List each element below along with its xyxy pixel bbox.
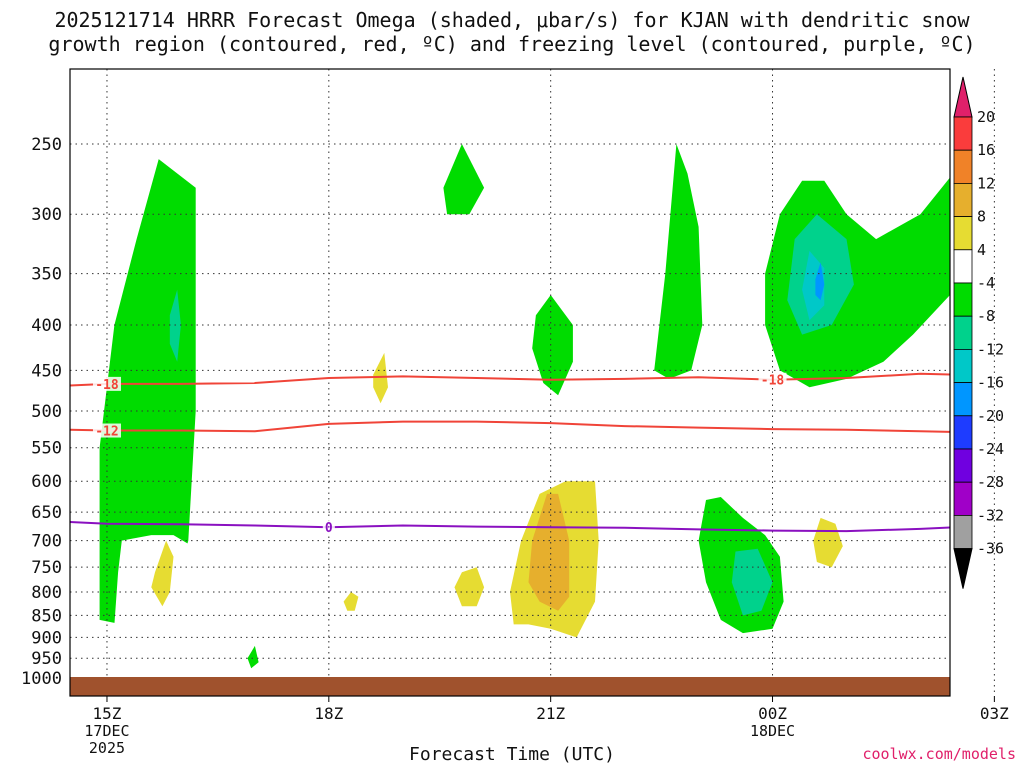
chart-title-line2: growth region (contoured, red, ºC) and f… [48,32,976,56]
chart-title-line1: 2025121714 HRRR Forecast Omega (shaded, … [54,8,970,32]
colorbar-label: -36 [977,540,1004,558]
x-tick-label: 03Z [980,704,1009,723]
contour-line-0 [70,372,950,387]
omega-region-r8 [373,352,388,404]
contour-label-bg [322,520,335,535]
y-tick-label: 400 [31,316,62,336]
y-tick-label: 850 [31,606,62,626]
x-tick-year: 2025 [89,739,125,757]
x-tick-date: 17DEC [84,722,129,740]
colorbar-label: 12 [977,174,995,192]
y-tick-label: 750 [31,558,62,578]
colorbar-label: -12 [977,340,1004,358]
colorbar-swatch [953,448,973,483]
omega-region-r20 [815,262,825,301]
contour-line-1 [70,420,950,433]
omega-region-r19 [802,250,825,321]
y-tick-label: 600 [31,472,62,492]
y-tick-label: 500 [31,402,62,422]
ground-below-surface [70,677,950,696]
y-tick-label: 300 [31,205,62,225]
colorbar-swatch [953,182,973,217]
colorbar-swatch [953,315,973,350]
colorbar-label: 16 [977,141,995,159]
colorbar-swatch [953,282,973,317]
omega-region-r16 [654,144,703,379]
contour-layer: -18-18-1200 [70,372,950,536]
x-tick-label: 15Z [93,704,122,723]
colorbar-swatch [953,348,973,383]
omega-shading-layer [99,103,1024,669]
omega-region-r13 [528,493,570,611]
omega-region-r5 [236,250,281,494]
colorbar-label: -32 [977,506,1004,524]
omega-region-r4 [151,540,174,607]
omega-region-r31 [987,572,1024,620]
contour-label: -12 [95,425,118,440]
colorbar-label: -16 [977,374,1004,392]
omega-region-r25 [731,548,773,616]
omega-region-r9 [443,144,485,215]
omega-region-r6 [247,645,259,669]
x-tick-date: 18DEC [750,722,795,740]
colorbar-label: 20 [977,108,995,126]
omega-region-r3 [114,535,196,657]
y-tick-label: 650 [31,503,62,523]
ground-layer [70,677,950,696]
y-tick-label: 350 [31,265,62,285]
colorbar-swatch [953,515,973,550]
x-axis-title: Forecast Time (UTC) [409,744,615,765]
colorbar-swatch [953,415,973,450]
colorbar-top-triangle [953,76,973,118]
x-tick-label: 18Z [314,704,343,723]
y-tick-label: 550 [31,439,62,459]
omega-region-r33 [1017,654,1024,668]
y-tick-label: 900 [31,628,62,648]
contour-label: 0 [325,521,333,536]
omega-region-r15 [343,592,359,611]
colorbar-swatch [953,382,973,417]
colorbar-swatch [953,116,973,151]
omega-region-r14 [454,567,485,607]
contour-label-bg [92,423,121,438]
y-tick-label: 800 [31,583,62,603]
colorbar-swatch [953,249,973,284]
plot-frame [69,68,951,697]
colorbar-swatch [953,216,973,251]
colorbar-label: -4 [977,274,995,292]
omega-region-r1 [99,159,196,625]
contour-line-2 [70,521,950,533]
x-tick-label: 00Z [758,704,787,723]
omega-region-r29 [983,325,1013,411]
colorbar-label: 8 [977,208,986,226]
y-tick-label: 1000 [21,669,62,689]
contour-label: -18 [95,378,119,393]
site-credit: coolwx.com/models [862,745,1016,763]
colorbar-swatch [953,481,973,516]
colorbar-bottom-triangle [953,548,973,589]
colorbar-label: 4 [977,241,986,259]
omega-region-r21 [1017,103,1024,220]
x-tick-label: 21Z [536,704,565,723]
y-tick-label: 450 [31,361,62,381]
y-tick-label: 700 [31,532,62,552]
y-tick-label: 250 [31,135,62,155]
axes-layer: 2503003504004505005506006507007508008509… [21,135,1009,757]
colorbar-label: -28 [977,473,1004,491]
colorbar-label: -24 [977,440,1004,458]
omega-region-r10 [532,295,573,396]
colorbar-label: -8 [977,307,995,325]
contour-label: -18 [761,374,785,389]
colorbar: 20 16 12 8 4 -4 -8 -12 -16 -20 -24 -28 -32 -36 [953,76,1004,589]
contour-label-bg [92,376,121,391]
y-tick-label: 950 [31,649,62,669]
contour-label-bg [758,372,787,387]
colorbar-swatch [953,149,973,184]
omega-region-r2 [169,289,181,362]
colorbar-label: -20 [977,407,1004,425]
